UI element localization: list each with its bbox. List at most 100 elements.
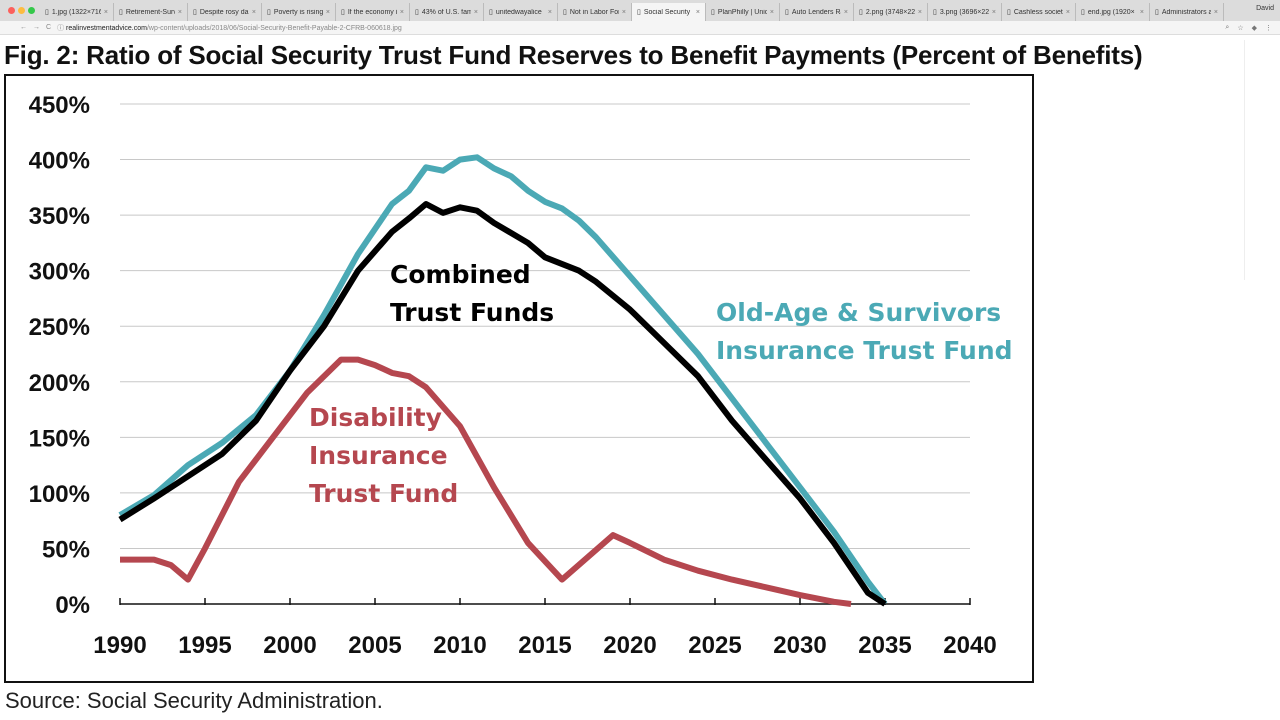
close-tab-icon[interactable]: × [1065, 8, 1070, 16]
page-title: Fig. 2: Ratio of Social Security Trust F… [4, 40, 1143, 70]
tab-strip: ▯ 1.jpg (1322×716) × ▯ Retirement-Surv × ▯ Desp… [0, 0, 1280, 21]
page-icon: ▯ [859, 9, 863, 16]
close-tab-icon[interactable]: × [251, 8, 256, 16]
page-icon: ▯ [193, 9, 197, 16]
page-icon: ▯ [563, 9, 567, 16]
tab-label: PlanPhilly | Unio [717, 8, 767, 16]
menu-icon[interactable]: ⋮ [1265, 24, 1272, 32]
tab-label: 1.jpg (1322×716) [51, 8, 101, 16]
close-tab-icon[interactable]: × [991, 8, 996, 16]
tab-label: Not in Labor For [569, 8, 619, 16]
y-tick-label: 350% [29, 203, 90, 230]
series-line-2 [120, 356, 852, 607]
chart-frame: 0% 50% 100% 150% 200% 250% 300% 350% 400% 450% 199… [4, 74, 1034, 683]
page-icon: ▯ [1081, 9, 1085, 16]
close-tab-icon[interactable]: × [1139, 8, 1144, 16]
page-icon: ▯ [489, 9, 493, 16]
series-line-1 [118, 201, 887, 607]
close-tab-icon[interactable]: × [769, 8, 774, 16]
tab-label: Administrators a [1161, 8, 1211, 16]
tab[interactable]: ▯ Poverty is rising × [262, 3, 336, 21]
tab[interactable]: ▯ end.jpg (1920× × [1076, 3, 1150, 21]
series-label: Old-Age & Survivors [716, 298, 1001, 327]
tab-label: end.jpg (1920× [1087, 8, 1135, 16]
x-tick-label: 2030 [773, 632, 826, 659]
series-label: Insurance [309, 441, 448, 470]
tab-label: 2.png (3748×22 [865, 8, 915, 16]
x-tick-label: 2005 [348, 632, 401, 659]
page-icon: ▯ [267, 9, 271, 16]
y-tick-label: 0% [55, 592, 90, 619]
close-tab-icon[interactable]: × [621, 8, 626, 16]
page-icon: ▯ [1155, 9, 1159, 16]
maximize-window-button[interactable] [28, 7, 35, 14]
url-input[interactable]: ⓘ realinvestmentadvice.com/wp-content/up… [57, 24, 402, 32]
close-window-button[interactable] [8, 7, 15, 14]
tab-label: If the economy i [347, 8, 397, 16]
tab[interactable]: ▯ Not in Labor For × [558, 3, 632, 21]
y-tick-label: 150% [29, 425, 90, 452]
tab-label: Retirement-Surv [125, 8, 175, 16]
tab[interactable]: ▯ Retirement-Surv × [114, 3, 188, 21]
url-path: /wp-content/uploads/2018/06/Social-Secur… [146, 24, 402, 32]
profile-button[interactable]: David [1256, 5, 1274, 12]
page-icon: ▯ [119, 9, 123, 16]
tab[interactable]: ▯ 43% of U.S. fam × [410, 3, 484, 21]
x-tick-label: 2035 [858, 632, 911, 659]
tab[interactable]: ▯ PlanPhilly | Unio × [706, 3, 780, 21]
series-label: Combined [390, 260, 531, 289]
tab[interactable]: ▯ Administrators a × [1150, 3, 1224, 21]
tab-label: 43% of U.S. fam [421, 8, 471, 16]
tab[interactable]: ▯ If the economy i × [336, 3, 410, 21]
y-tick-label: 250% [29, 314, 90, 341]
page-icon: ▯ [415, 9, 419, 16]
tab-label: Cashless societ [1013, 8, 1063, 16]
close-tab-icon[interactable]: × [547, 8, 552, 16]
x-tick-label: 2040 [943, 632, 996, 659]
tab[interactable]: ▯ unitedwayalice × [484, 3, 558, 21]
page-icon: ▯ [637, 9, 641, 16]
page-icon: ▯ [711, 9, 715, 16]
y-tick-label: 400% [29, 148, 90, 175]
zoom-icon[interactable]: ⌕ [1225, 23, 1230, 31]
x-tick-label: 2010 [433, 632, 486, 659]
close-tab-icon[interactable]: × [843, 8, 848, 16]
address-bar-row: ← → C ⓘ realinvestmentadvice.com/wp-cont… [0, 21, 1280, 35]
tab-label: Despite rosy da [199, 8, 249, 16]
tab[interactable]: ▯ 1.jpg (1322×716) × [40, 3, 114, 21]
x-tick-label: 2020 [603, 632, 656, 659]
tab[interactable]: ▯ Auto Lenders Ra × [780, 3, 854, 21]
x-tick-label: 2025 [688, 632, 741, 659]
close-tab-icon[interactable]: × [917, 8, 922, 16]
chart: 0% 50% 100% 150% 200% 250% 300% 350% 400% 450% 199… [29, 92, 1013, 659]
y-tick-label: 100% [29, 481, 90, 508]
bookmark-star-icon[interactable]: ☆ [1237, 24, 1244, 32]
forward-icon[interactable]: → [33, 24, 40, 31]
page-icon: ▯ [1007, 9, 1011, 16]
tab-label: Poverty is rising [273, 8, 323, 16]
close-tab-icon[interactable]: × [1213, 8, 1218, 16]
tab[interactable]: ▯ 2.png (3748×22 × [854, 3, 928, 21]
reload-icon[interactable]: C [46, 24, 52, 31]
x-tick-label: 2015 [518, 632, 571, 659]
close-tab-icon[interactable]: × [399, 8, 404, 16]
series-label: Insurance Trust Fund [716, 336, 1013, 365]
series-line-0 [118, 154, 888, 606]
series-label: Disability [309, 403, 442, 432]
close-tab-icon[interactable]: × [177, 8, 182, 16]
close-tab-icon[interactable]: × [473, 8, 478, 16]
page-icon: ▯ [45, 9, 49, 16]
close-tab-icon[interactable]: × [325, 8, 330, 16]
tab[interactable]: ▯ Cashless societ × [1002, 3, 1076, 21]
tab[interactable]: ▯ Despite rosy da × [188, 3, 262, 21]
extension-icon[interactable]: ◆ [1251, 24, 1257, 32]
close-tab-icon[interactable]: × [695, 8, 700, 16]
tab[interactable]: ▯ Social Security × [632, 3, 706, 21]
minimize-window-button[interactable] [18, 7, 25, 14]
page-icon: ▯ [933, 9, 937, 16]
close-tab-icon[interactable]: × [103, 8, 108, 16]
tab-label: Auto Lenders Ra [791, 8, 841, 16]
tab[interactable]: ▯ 3.png (3696×22 × [928, 3, 1002, 21]
back-icon[interactable]: ← [20, 24, 27, 31]
x-tick-label: 1990 [93, 632, 146, 659]
